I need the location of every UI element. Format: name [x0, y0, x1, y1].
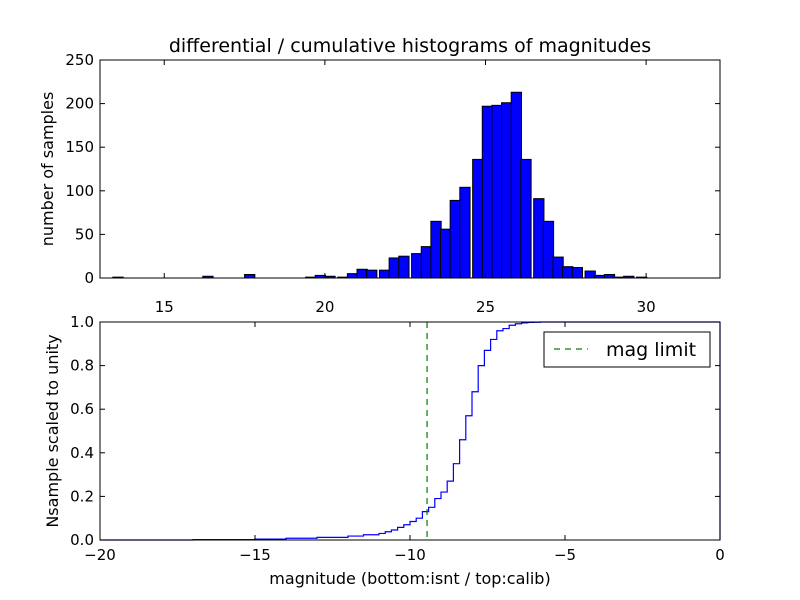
- top-y-tick-label: 250: [65, 51, 94, 69]
- top-x-ticks: 15 20 25 30: [155, 60, 656, 316]
- legend-box: [543, 331, 711, 368]
- histogram-bar: [244, 274, 256, 279]
- cumulative-step-line: [100, 321, 720, 541]
- bottom-y-tick-label: 0.4: [70, 444, 94, 462]
- histogram-bar: [533, 198, 545, 279]
- bottom-y-tick-label: 0.2: [70, 487, 94, 505]
- bottom-y-axis-label: Nsample scaled to unity: [43, 334, 62, 527]
- histogram-bar: [542, 220, 555, 279]
- bottom-x-tick-label: −20: [84, 546, 116, 564]
- histogram-bar: [449, 199, 461, 279]
- histogram-bar: [459, 186, 471, 279]
- histogram-bar: [430, 220, 442, 279]
- bottom-y-tick-label: 0.0: [70, 531, 94, 549]
- histogram-bar: [552, 256, 564, 279]
- histogram-bar: [398, 255, 410, 279]
- top-y-ticks: 0 50 100 150 200 250: [65, 51, 720, 287]
- bottom-y-ticks: 0.0 0.2 0.4 0.6 0.8 1.0: [70, 313, 720, 549]
- top-y-axis-label: number of samples: [38, 92, 57, 247]
- bottom-x-tick-label: −15: [239, 546, 271, 564]
- top-x-tick-label: 20: [315, 298, 334, 316]
- bottom-y-tick-label: 0.8: [70, 357, 94, 375]
- top-x-tick-label: 30: [637, 298, 656, 316]
- bottom-x-tick-label: −10: [394, 546, 426, 564]
- legend-label-mag-limit: mag limit: [606, 339, 696, 361]
- top-y-tick-label: 0: [84, 269, 94, 287]
- top-y-tick-label: 100: [65, 182, 94, 200]
- top-y-tick-label: 50: [75, 225, 94, 243]
- histogram-bar: [346, 273, 359, 279]
- top-x-tick-label: 25: [476, 298, 495, 316]
- histogram-bar: [571, 267, 584, 279]
- histogram-bar: [378, 269, 391, 279]
- bottom-cumulative-panel: −20 −15 −10 −5 0 0.0 0.2 0.4 0.6 0.8 1.0 magnitud…: [43, 313, 725, 588]
- top-y-tick-label: 150: [65, 138, 94, 156]
- histogram-bar: [520, 158, 532, 279]
- histogram-bars: [112, 91, 648, 279]
- histogram-bar: [356, 268, 368, 279]
- histogram-bar: [584, 270, 596, 279]
- top-x-tick-label: 15: [155, 298, 174, 316]
- bottom-y-tick-label: 0.6: [70, 400, 94, 418]
- bottom-y-tick-label: 1.0: [70, 313, 94, 331]
- histogram-bar: [366, 269, 378, 279]
- bottom-x-tick-label: −5: [554, 546, 576, 564]
- histogram-bar: [562, 266, 574, 279]
- histogram-bar: [472, 158, 484, 279]
- figure-title: differential / cumulative histograms of …: [169, 35, 651, 57]
- histogram-bar: [411, 253, 423, 279]
- histogram-bar: [491, 104, 503, 279]
- top-y-tick-label: 200: [65, 95, 94, 113]
- histogram-bar: [603, 274, 616, 279]
- legend: mag limit: [543, 331, 711, 368]
- bottom-x-tick-label: 0: [715, 546, 725, 564]
- histogram-bar: [388, 257, 400, 279]
- histogram-bar: [481, 105, 494, 279]
- histogram-bar: [440, 228, 452, 279]
- top-histogram-panel: 15 20 25 30 0 50 100 150 200 250 number of sampl…: [38, 51, 721, 316]
- bottom-x-axis-label: magnitude (bottom:isnt / top:calib): [269, 569, 550, 588]
- histogram-bar: [501, 102, 513, 279]
- histogram-bar: [420, 246, 433, 279]
- bottom-x-ticks: −20 −15 −10 −5 0: [84, 322, 725, 564]
- histogram-bar: [510, 91, 522, 279]
- top-axes-frame: [99, 59, 721, 279]
